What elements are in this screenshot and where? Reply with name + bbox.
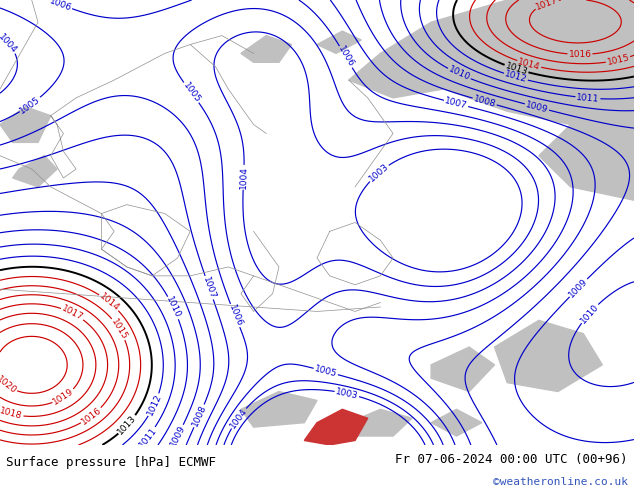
Text: 1012: 1012 [503, 70, 528, 84]
Text: Surface pressure [hPa] ECMWF: Surface pressure [hPa] ECMWF [6, 457, 216, 469]
Text: 1013: 1013 [504, 61, 529, 76]
Text: 1010: 1010 [164, 295, 183, 320]
Text: 1003: 1003 [367, 162, 391, 184]
Text: 1014: 1014 [517, 57, 541, 72]
Polygon shape [539, 98, 634, 200]
Text: 1009: 1009 [567, 276, 590, 299]
Text: 1007: 1007 [201, 275, 217, 300]
Text: 1008: 1008 [190, 404, 208, 428]
Text: 1014: 1014 [98, 292, 121, 313]
Text: 1011: 1011 [576, 93, 600, 103]
Text: 1012: 1012 [145, 392, 163, 417]
Text: 1004: 1004 [0, 32, 19, 55]
Polygon shape [0, 107, 51, 143]
Text: 1019: 1019 [51, 387, 76, 407]
Text: 1006: 1006 [336, 45, 356, 69]
Text: 1016: 1016 [79, 405, 103, 426]
Text: 1017: 1017 [534, 0, 559, 12]
Text: 1004: 1004 [228, 406, 249, 430]
Text: 1008: 1008 [472, 94, 497, 109]
Polygon shape [431, 347, 495, 392]
Text: 1007: 1007 [444, 96, 469, 111]
Text: 1003: 1003 [335, 387, 359, 400]
Text: 1006: 1006 [48, 0, 73, 13]
Polygon shape [495, 320, 602, 392]
Polygon shape [304, 409, 368, 445]
Polygon shape [349, 0, 634, 124]
Text: 1015: 1015 [109, 317, 129, 341]
Text: 1018: 1018 [0, 406, 23, 421]
Text: 1010: 1010 [447, 65, 472, 83]
Polygon shape [13, 156, 57, 187]
Text: 1020: 1020 [0, 374, 18, 395]
Polygon shape [241, 392, 317, 427]
Text: ©weatheronline.co.uk: ©weatheronline.co.uk [493, 477, 628, 487]
Text: 1013: 1013 [116, 414, 138, 437]
Polygon shape [431, 409, 482, 436]
Text: 1006: 1006 [227, 303, 243, 328]
Text: 1005: 1005 [18, 95, 42, 115]
Text: 1005: 1005 [313, 364, 338, 379]
Text: 1011: 1011 [137, 425, 158, 449]
Polygon shape [241, 36, 292, 62]
Text: Fr 07-06-2024 00:00 UTC (00+96): Fr 07-06-2024 00:00 UTC (00+96) [395, 453, 628, 466]
Text: 1005: 1005 [181, 81, 202, 104]
Text: 1004: 1004 [239, 166, 249, 189]
Text: 1017: 1017 [60, 304, 85, 322]
Text: 1009: 1009 [169, 424, 187, 448]
Text: 1009: 1009 [525, 100, 549, 114]
Text: 1015: 1015 [606, 53, 630, 67]
Polygon shape [349, 409, 412, 436]
Text: 1010: 1010 [578, 302, 600, 325]
Polygon shape [317, 31, 361, 53]
Text: 1016: 1016 [569, 50, 592, 59]
